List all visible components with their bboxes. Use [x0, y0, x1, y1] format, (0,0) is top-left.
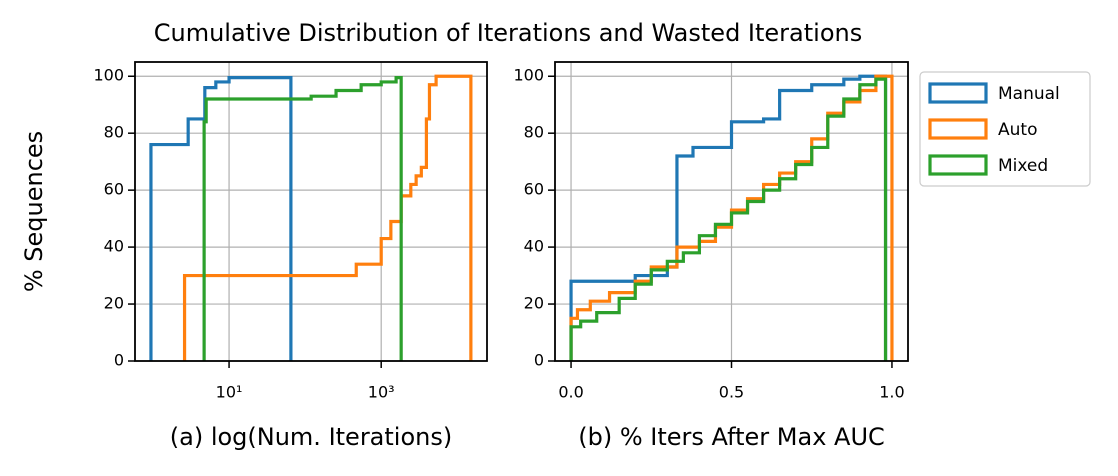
- axes-frame: [134, 61, 488, 362]
- y-tick-label: 40: [524, 237, 544, 256]
- y-tick-label: 20: [524, 294, 544, 313]
- step-line: [569, 77, 888, 361]
- y-tick-label: 0: [534, 351, 544, 370]
- y-tick-label: 40: [104, 237, 124, 256]
- legend-swatch: [928, 118, 988, 140]
- figure-title: Cumulative Distribution of Iterations an…: [154, 19, 862, 47]
- x-tick-label: 10³: [368, 383, 395, 402]
- x-tick-label: 0.5: [719, 383, 744, 402]
- x-tick-label: 1.0: [879, 383, 904, 402]
- y-tick-label: 100: [513, 66, 544, 85]
- legend-label: Mixed: [998, 156, 1048, 176]
- axes-frame: [554, 61, 909, 362]
- x-tick-label: 10¹: [216, 383, 243, 402]
- y-tick-label: 80: [104, 123, 124, 142]
- legend-label: Auto: [998, 120, 1037, 140]
- y-tick-label: 80: [524, 123, 544, 142]
- x-axis-label: (b) % Iters After Max AUC: [578, 423, 885, 451]
- y-tick-label: 60: [524, 180, 544, 199]
- x-axis-label: (a) log(Num. Iterations): [170, 423, 452, 451]
- step-line: [182, 74, 473, 361]
- step-line: [202, 76, 403, 361]
- y-tick-label: 100: [93, 66, 124, 85]
- y-axis-label: % Sequences: [20, 131, 48, 292]
- step-line: [149, 76, 293, 361]
- y-tick-label: 0: [114, 351, 124, 370]
- legend-label: Manual: [998, 84, 1060, 104]
- y-tick-label: 20: [104, 294, 124, 313]
- legend-swatch: [928, 154, 988, 176]
- legend-swatch: [928, 82, 988, 104]
- x-tick-label: 0.0: [558, 383, 583, 402]
- step-line: [569, 74, 888, 361]
- y-tick-label: 60: [104, 180, 124, 199]
